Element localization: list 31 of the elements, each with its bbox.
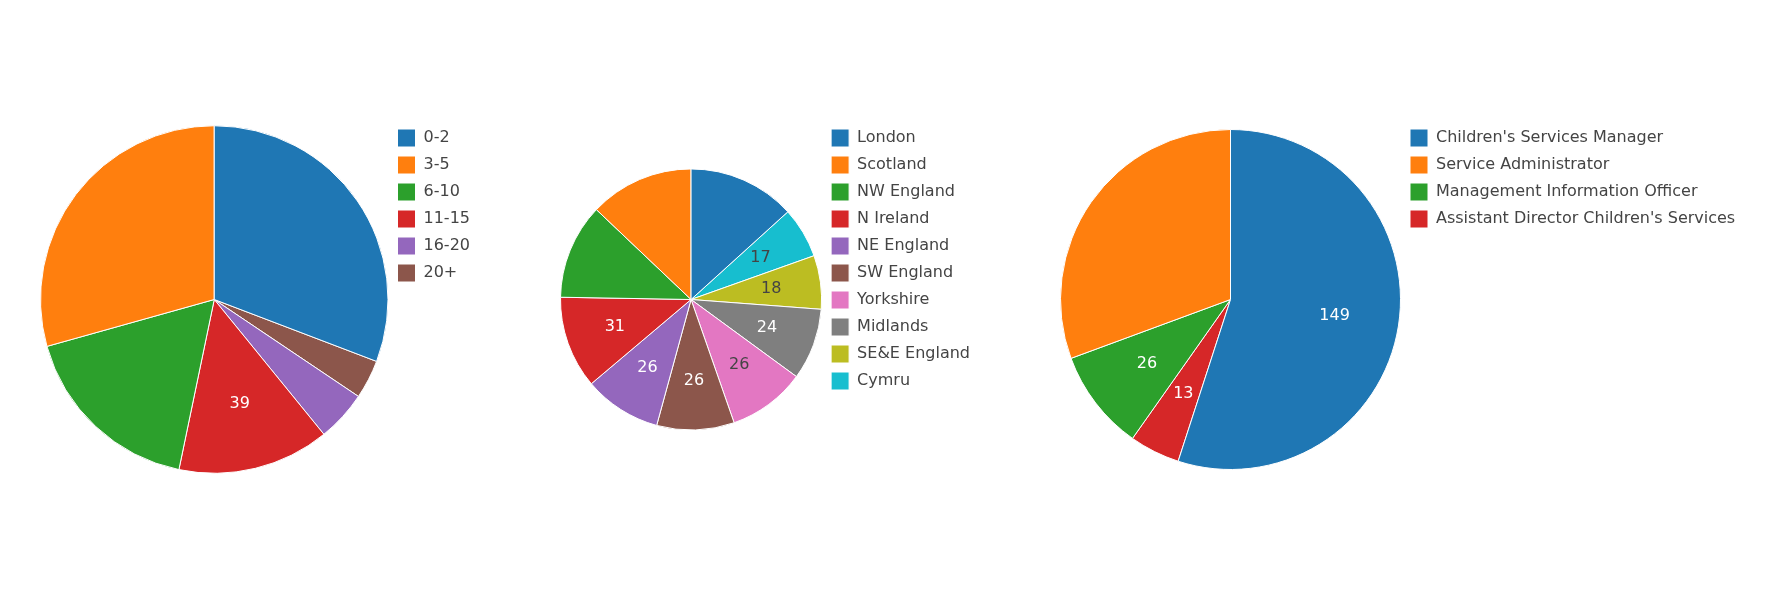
legend-label: SE&E England <box>857 343 970 363</box>
data-label: 26 <box>1136 352 1158 372</box>
legend-label: 11-15 <box>423 208 471 228</box>
data-label: 18 <box>761 277 782 297</box>
legend-label: NW England <box>857 181 955 201</box>
legend-label: 6-10 <box>423 181 460 201</box>
legend-label: 16-20 <box>423 235 471 255</box>
data-label: 39 <box>229 393 250 413</box>
data-label: 149 <box>1319 305 1350 325</box>
legend-label: Children's Services Manager <box>1436 127 1664 147</box>
data-label: 13 <box>1173 382 1194 402</box>
legend-label: 0-2 <box>423 127 450 147</box>
legend-label: Midlands <box>857 316 929 336</box>
legend-label: Management Information Officer <box>1436 181 1698 201</box>
legend-label: SW England <box>857 262 954 282</box>
legend-label: 3-5 <box>423 154 450 174</box>
data-label: 31 <box>604 315 625 335</box>
data-label: 26 <box>683 369 705 389</box>
legend-label: Assistant Director Children's Services <box>1436 208 1736 228</box>
data-label: 17 <box>750 247 771 267</box>
legend-label: Cymru <box>857 370 911 390</box>
legend-label: Yorkshire <box>856 289 930 309</box>
legend-label: Scotland <box>857 154 927 174</box>
data-label: 26 <box>729 353 750 373</box>
legend-label: Service Administrator <box>1436 154 1610 174</box>
data-label: 26 <box>637 356 658 376</box>
legend-label: N Ireland <box>857 208 930 228</box>
legend-label: 20+ <box>423 262 458 282</box>
legend-label: NE England <box>857 235 950 255</box>
data-label: 24 <box>756 316 778 336</box>
legend-label: London <box>857 127 916 147</box>
